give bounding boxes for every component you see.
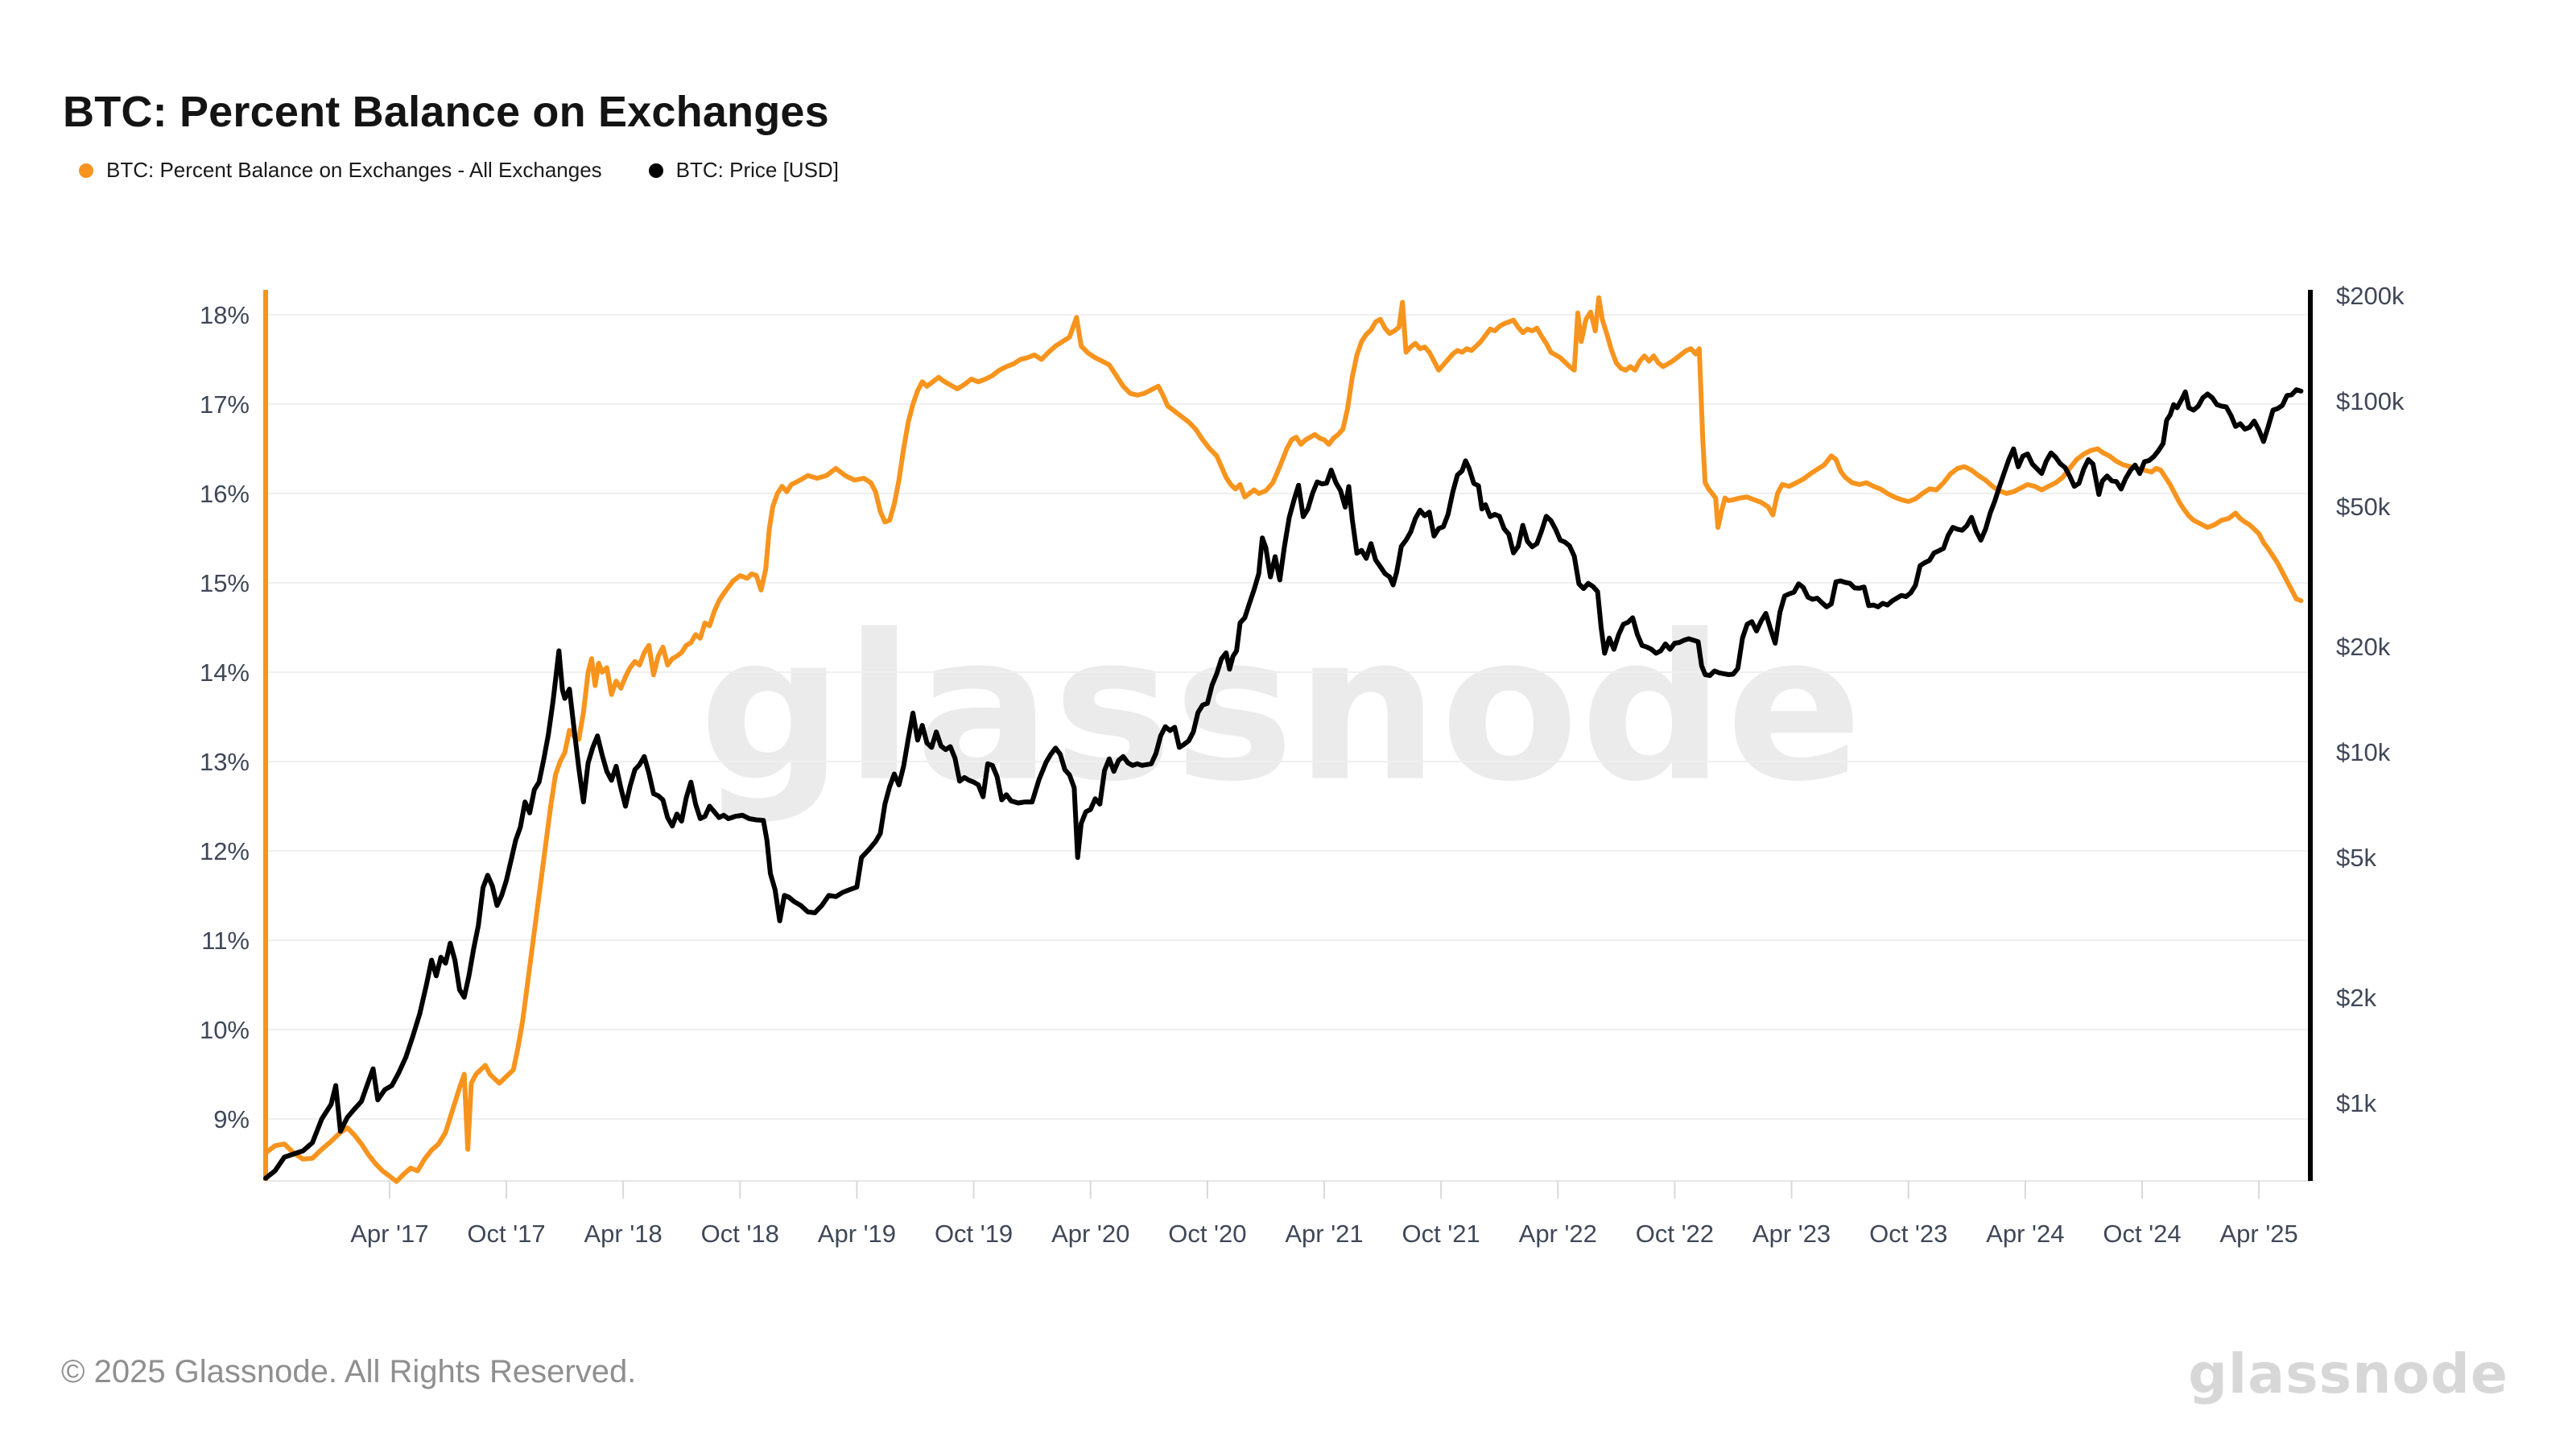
- legend: BTC: Percent Balance on Exchanges - All …: [79, 158, 839, 183]
- legend-label-percent-balance: BTC: Percent Balance on Exchanges - All …: [106, 158, 602, 182]
- x-axis-tick-label: Oct '23: [1869, 1220, 1947, 1248]
- left-axis-tick-label: 15%: [200, 569, 250, 597]
- right-axis-tick-label: $10k: [2336, 738, 2391, 766]
- left-axis-tick-label: 17%: [200, 390, 250, 419]
- footer-copyright: © 2025 Glassnode. All Rights Reserved.: [61, 1354, 637, 1389]
- legend-dot-orange-icon: [79, 163, 93, 178]
- x-axis-tick-label: Oct '18: [701, 1220, 779, 1248]
- right-axis-tick-label: $200k: [2336, 282, 2405, 310]
- legend-dot-black-icon: [648, 163, 663, 178]
- x-axis-tick-label: Oct '20: [1168, 1220, 1246, 1248]
- left-axis-tick-label: 10%: [200, 1016, 250, 1044]
- glassnode-logo: glassnode: [2188, 1343, 2508, 1406]
- price-line: [263, 387, 2304, 1181]
- right-axis-tick-label: $1k: [2336, 1089, 2376, 1117]
- left-axis-tick-label: 18%: [200, 301, 250, 329]
- right-axis-tick-label: $20k: [2336, 633, 2391, 661]
- legend-label-price: BTC: Price [USD]: [675, 158, 839, 182]
- right-axis-tick-label: $100k: [2336, 387, 2405, 415]
- left-axis-tick-label: 9%: [213, 1105, 250, 1133]
- legend-item-percent-balance[interactable]: BTC: Percent Balance on Exchanges - All …: [79, 158, 602, 183]
- x-axis-tick-label: Apr '25: [2220, 1220, 2298, 1248]
- x-axis-tick-label: Apr '19: [818, 1220, 896, 1248]
- left-axis-tick-label: 14%: [200, 658, 250, 687]
- axis-labels: 18% 17% 16% 15% 14% 13% 12% 11% 10% 9% $200k $100k $…: [200, 282, 2405, 1248]
- x-axis-tick-label: Apr '22: [1519, 1220, 1597, 1248]
- legend-item-price[interactable]: BTC: Price [USD]: [648, 158, 839, 183]
- left-axis-tick-label: 11%: [201, 927, 250, 955]
- x-axis-tick-label: Apr '24: [1986, 1220, 2064, 1248]
- x-axis-tick-label: Apr '23: [1752, 1220, 1831, 1248]
- x-axis-tick-label: Oct '22: [1636, 1220, 1714, 1248]
- x-axis-tick-label: Apr '17: [350, 1220, 428, 1248]
- watermark: glassnode: [699, 592, 1864, 826]
- right-axis-tick-label: $2k: [2336, 984, 2376, 1012]
- right-axis-tick-label: $50k: [2336, 493, 2391, 521]
- x-axis-tick-label: Oct '24: [2103, 1220, 2181, 1248]
- page-title: BTC: Percent Balance on Exchanges: [63, 88, 829, 137]
- left-axis-tick-label: 16%: [200, 480, 250, 508]
- left-axis-tick-label: 13%: [200, 748, 250, 776]
- x-axis-tick-label: Apr '20: [1051, 1220, 1129, 1248]
- x-axis-tick-label: Oct '17: [467, 1220, 545, 1248]
- x-axis-tick-label: Apr '18: [584, 1220, 663, 1248]
- right-axis-tick-label: $5k: [2336, 844, 2376, 872]
- x-axis-tick-label: Oct '19: [935, 1220, 1013, 1248]
- left-axis-tick-label: 12%: [200, 837, 250, 865]
- x-axis-tick-label: Apr '21: [1285, 1220, 1363, 1248]
- x-axis-tick-label: Oct '21: [1402, 1220, 1480, 1248]
- percent-balance-line: [263, 295, 2304, 1184]
